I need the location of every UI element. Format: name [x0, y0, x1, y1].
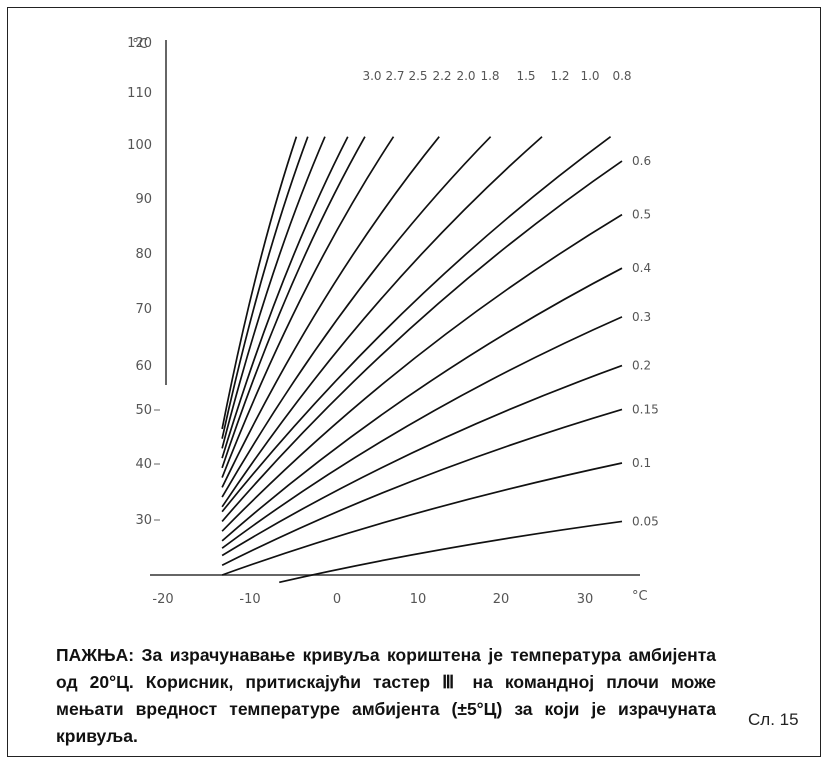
- warning-note-text: ПАЖЊА: За израчунавање кривуља кориштена…: [56, 645, 716, 692]
- y-tick-label: 60: [135, 359, 152, 374]
- curve-label: 2.2: [432, 69, 451, 83]
- heating-curve: [221, 136, 349, 459]
- x-tick-label: 10: [410, 592, 427, 607]
- x-tick-label: 30: [577, 592, 594, 607]
- x-tick-label: 20: [493, 592, 510, 607]
- heating-curve: [221, 160, 623, 522]
- curve-label: 2.7: [385, 69, 404, 83]
- x-unit-label: °C: [632, 589, 648, 604]
- heating-curve: [221, 267, 623, 542]
- y-tick-label: 70: [135, 302, 152, 317]
- warning-note-continuation: на командној плочи може мењати вредност …: [56, 672, 716, 746]
- curve-label: 2.5: [408, 69, 427, 83]
- heating-curve: [221, 364, 623, 557]
- y-tick-label: 80: [135, 247, 152, 262]
- curve-label: 0.3: [632, 310, 651, 324]
- curve-label: 3.0: [362, 69, 381, 83]
- curve-label: 1.5: [516, 69, 535, 83]
- heating-curve: [221, 213, 623, 532]
- curve-label: 0.8: [612, 69, 631, 83]
- curve-label: 0.05: [632, 514, 659, 528]
- warning-note: ПАЖЊА: За израчунавање кривуља кориштена…: [56, 642, 716, 750]
- curve-label: 1.8: [480, 69, 499, 83]
- x-tick-label: 0: [333, 592, 341, 607]
- heating-curve: [221, 136, 366, 469]
- y-unit-label: °C: [132, 37, 148, 52]
- x-tick-label: -20: [152, 592, 173, 607]
- curve-label: 0.6: [632, 154, 651, 168]
- heating-curve: [221, 136, 309, 439]
- heating-curve: [221, 136, 612, 513]
- curve-label: 0.2: [632, 359, 651, 373]
- heating-curve: [221, 316, 623, 549]
- heating-curve: [221, 136, 492, 498]
- curve-label: 1.0: [580, 69, 599, 83]
- figure-frame: [7, 7, 821, 757]
- curve-label: 1.2: [550, 69, 569, 83]
- heating-curve: [279, 520, 623, 584]
- heating-curve: [221, 136, 395, 478]
- heating-curve: [221, 136, 543, 508]
- curve-label: 2.0: [456, 69, 475, 83]
- curve-label: 0.4: [632, 261, 651, 275]
- temperature-knob-icon: Ⅲ: [442, 672, 461, 692]
- y-tick-label: 30: [135, 513, 152, 528]
- heating-curve: [221, 462, 623, 576]
- y-tick-label: 90: [135, 192, 152, 207]
- x-tick-label: -10: [239, 592, 260, 607]
- figure-number: Сл. 15: [748, 710, 799, 729]
- curve-label: 0.15: [632, 402, 659, 416]
- y-tick-label: 120: [127, 36, 152, 51]
- heating-curve: [221, 408, 623, 567]
- curve-label: 0.1: [632, 456, 651, 470]
- heating-curve: [221, 136, 440, 488]
- heating-curve: [221, 136, 298, 430]
- y-tick-label: 100: [127, 138, 152, 153]
- curve-label: 0.5: [632, 208, 651, 222]
- y-tick-label: 40: [135, 457, 152, 472]
- heating-curve: [221, 136, 326, 449]
- y-tick-label: 110: [127, 86, 152, 101]
- y-tick-label: 50: [135, 403, 152, 418]
